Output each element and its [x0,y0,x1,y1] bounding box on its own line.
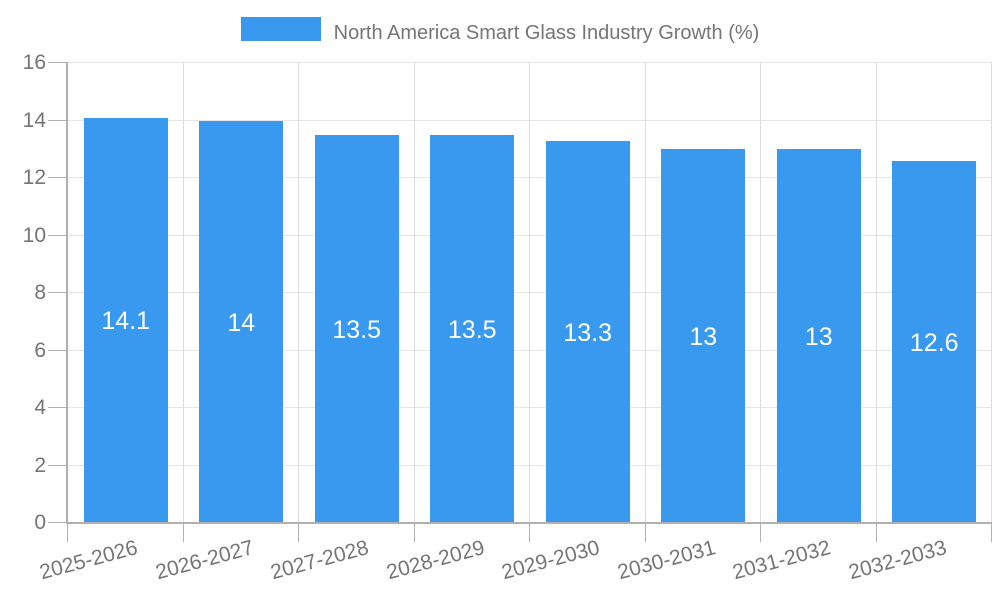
bar[interactable] [430,134,515,522]
bar-value-label: 14.1 [101,307,151,336]
x-axis-tick-label: 2031-2032 [730,536,834,585]
y-axis-tick [48,407,68,408]
y-axis-tick [48,119,68,121]
x-gridline [760,63,761,523]
bar-value-label: 13.3 [563,318,613,347]
bar-value-label: 13.5 [332,315,382,344]
x-axis-tick [760,524,761,542]
x-axis-tick [413,524,415,542]
y-gridline [68,62,992,63]
y-axis-tick-label: 2 [34,453,46,477]
bar-value-label: 13 [689,323,718,352]
y-axis-tick [48,349,68,351]
bar[interactable] [314,134,399,522]
y-axis-tick [48,522,68,523]
x-axis-tick [529,524,530,542]
x-gridline [644,63,646,523]
bar[interactable] [892,160,977,522]
y-axis-tick-label: 6 [34,338,46,362]
y-axis-tick-label: 14 [22,108,46,132]
bar[interactable] [545,140,630,522]
y-axis-tick [48,464,68,466]
x-axis-tick [67,524,68,542]
legend-color-swatch-icon [240,17,321,41]
x-gridline [182,63,184,523]
y-gridline [68,234,992,236]
x-gridline [875,63,877,523]
x-axis-tick-label: 2025-2026 [37,536,141,585]
y-gridline [68,464,992,466]
x-axis-line [66,522,992,524]
x-gridline [413,63,415,523]
x-axis-tick [182,524,184,542]
bar[interactable] [83,117,168,522]
x-axis-tick [991,524,992,542]
y-gridline [68,292,992,293]
bar[interactable] [776,149,861,522]
y-axis-tick-label: 0 [34,511,46,534]
bar[interactable] [661,149,746,522]
x-axis-tick-label: 2030-2031 [614,536,718,585]
x-gridline [529,63,530,523]
x-gridline [991,63,992,523]
y-axis-tick-label: 10 [22,223,46,247]
y-axis-line [66,63,68,523]
x-axis-tick-label: 2028-2029 [383,536,487,585]
bar-value-label: 14 [227,308,256,337]
x-axis-tick [644,524,646,542]
y-axis-tick-label: 8 [34,281,46,304]
x-axis-tick-label: 2026-2027 [152,536,256,585]
chart-legend[interactable]: North America Smart Glass Industry Growt… [0,17,1000,45]
y-axis-tick-label: 4 [34,396,46,419]
y-gridline [68,407,992,408]
y-axis-tick [48,234,68,236]
bar-value-label: 13 [804,323,833,352]
y-axis-tick [48,177,68,178]
bar[interactable] [199,120,284,522]
x-axis-tick [875,524,877,542]
y-gridline [68,119,992,121]
legend-series-label: North America Smart Glass Industry Growt… [333,22,760,44]
y-gridline [68,177,992,178]
bar-value-label: 13.5 [447,315,497,344]
y-axis-tick [48,292,68,293]
x-axis-tick-label: 2027-2028 [268,536,372,585]
x-axis-tick-label: 2029-2030 [499,536,603,585]
y-axis-tick-label: 12 [22,166,46,189]
y-gridline [68,349,992,351]
x-gridline [298,63,299,523]
bar-value-label: 12.6 [909,328,959,357]
x-axis-tick-label: 2032-2033 [845,536,949,585]
y-axis-tick [48,62,68,63]
y-axis-tick-label: 16 [22,51,46,74]
x-axis-tick [298,524,299,542]
